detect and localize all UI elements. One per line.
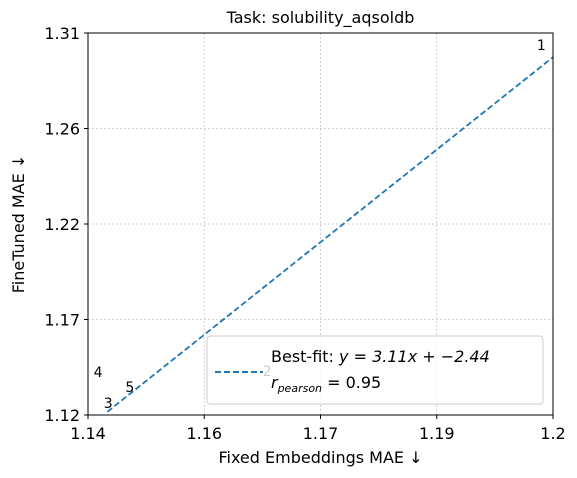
- y-tick-label: 1.12: [44, 406, 80, 425]
- point-label: 1: [537, 38, 546, 54]
- x-tick-label: 1.16: [186, 424, 222, 443]
- y-tick-label: 1.31: [44, 24, 80, 43]
- x-axis-ticks: 1.14 1.16 1.17 1.19 1.2: [70, 415, 566, 443]
- y-axis-ticks: 1.12 1.17 1.22 1.26 1.31: [44, 24, 88, 425]
- legend: Best-fit: y = 3.11x + −2.44 rpearson = 0…: [206, 335, 544, 405]
- point-label: 4: [94, 365, 103, 381]
- y-tick-label: 1.26: [44, 120, 80, 139]
- legend-box: [206, 335, 544, 405]
- legend-fit-equation: y = 3.11x + −2.44: [338, 347, 490, 366]
- y-axis-label: FineTuned MAE ↓: [9, 155, 28, 294]
- x-axis-label: Fixed Embeddings MAE ↓: [218, 448, 422, 467]
- fit-line-group: [106, 56, 554, 413]
- legend-pearson-entry: rpearson = 0.95: [271, 373, 381, 395]
- chart-title: Task: solubility_aqsoldb: [226, 8, 415, 28]
- x-tick-label: 1.14: [70, 424, 106, 443]
- legend-pearson-value: = 0.95: [322, 373, 381, 392]
- fit-line: [106, 56, 554, 413]
- legend-fit-prefix: Best-fit:: [271, 347, 339, 366]
- y-tick-label: 1.17: [44, 311, 80, 330]
- x-tick-label: 1.19: [419, 424, 455, 443]
- x-tick-label: 1.2: [540, 424, 565, 443]
- y-tick-label: 1.22: [44, 215, 80, 234]
- point-label: 3: [104, 396, 113, 412]
- legend-fit-entry: Best-fit: y = 3.11x + −2.44: [271, 347, 490, 366]
- legend-pearson-symbol: r: [271, 373, 279, 392]
- x-tick-label: 1.17: [303, 424, 339, 443]
- point-label: 5: [125, 380, 134, 396]
- legend-pearson-subscript: pearson: [277, 382, 322, 395]
